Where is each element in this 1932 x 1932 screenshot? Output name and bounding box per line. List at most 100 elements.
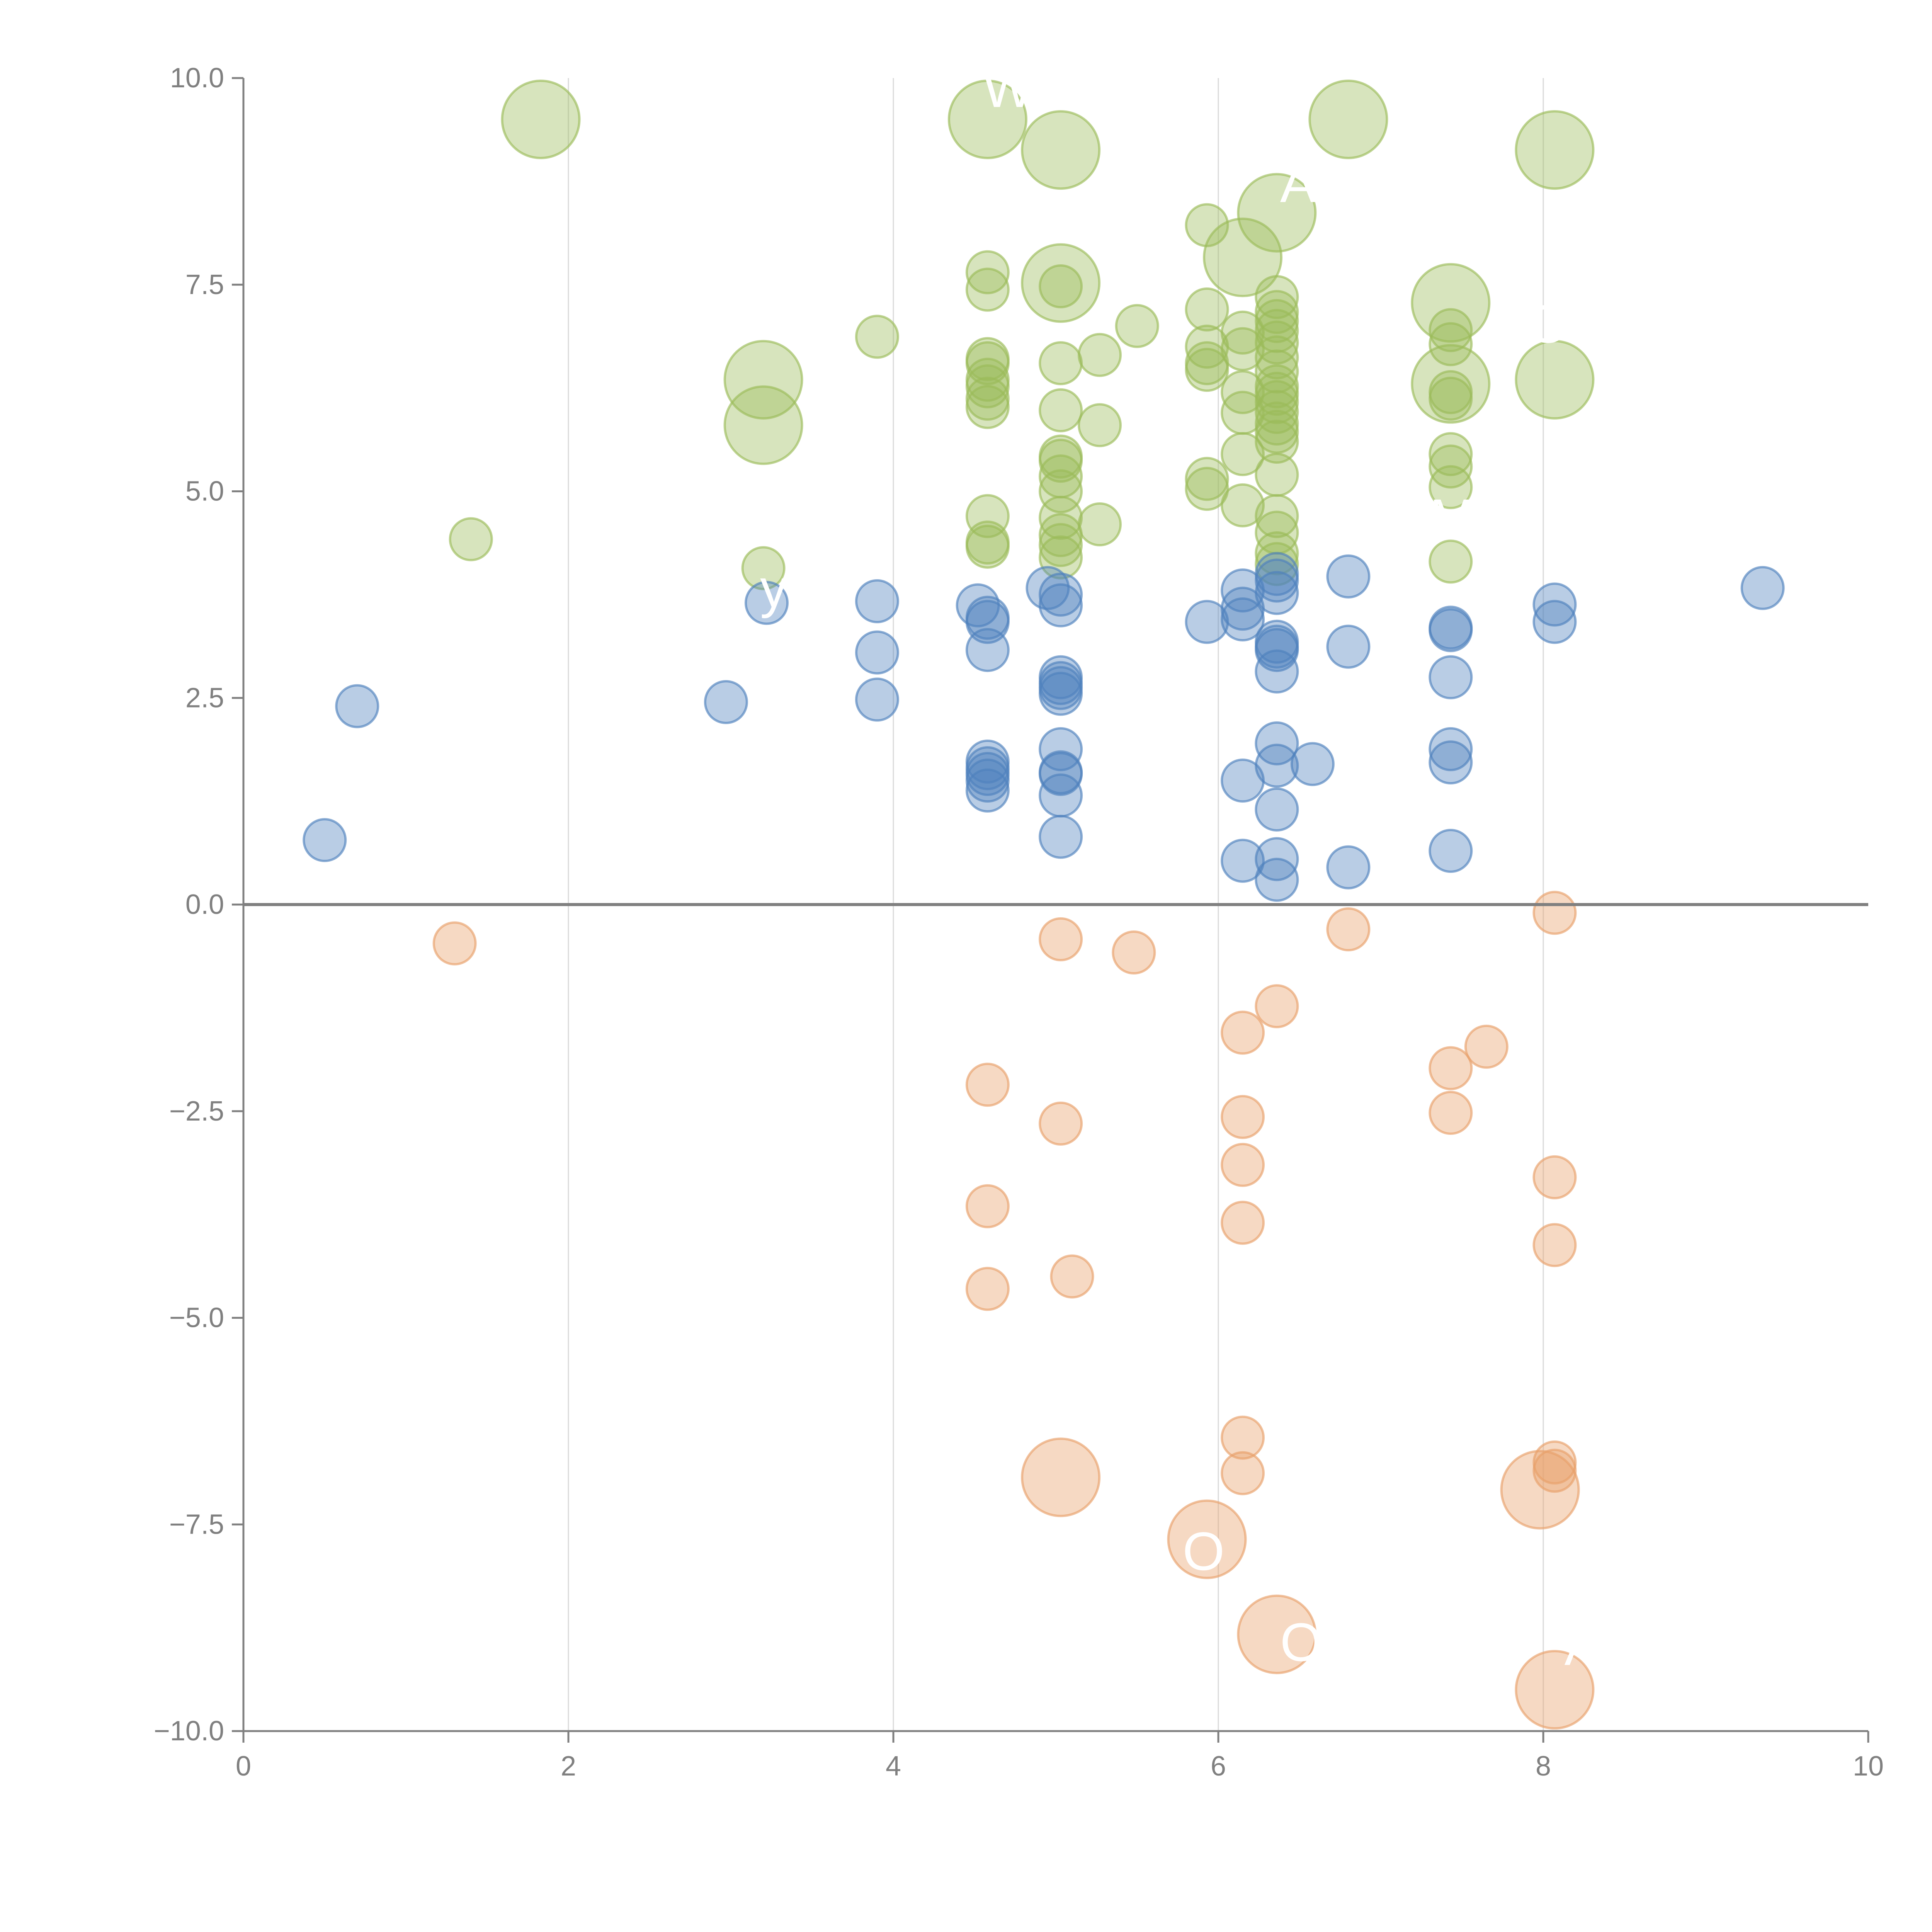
data-point-orange xyxy=(965,1063,1010,1107)
data-point-green xyxy=(1255,349,1299,394)
data-point-orange xyxy=(1532,891,1577,935)
point-annotation: y xyxy=(760,558,787,619)
data-point-blue xyxy=(1290,742,1335,786)
data-point-green-labeled xyxy=(723,340,803,420)
data-point-orange xyxy=(1112,930,1156,975)
data-point-blue xyxy=(1039,727,1083,771)
data-point-green xyxy=(1039,523,1083,567)
data-point-orange-labeled xyxy=(1515,1650,1595,1730)
data-point-blue xyxy=(855,630,899,675)
data-point-green xyxy=(1429,376,1473,421)
x-tick-label: 8 xyxy=(1536,1751,1551,1782)
point-annotation: O xyxy=(1527,293,1569,354)
data-point-blue xyxy=(745,581,789,625)
data-point-orange xyxy=(1221,1415,1265,1460)
x-tick-label: 2 xyxy=(561,1751,576,1782)
data-point-orange xyxy=(1532,1155,1577,1199)
data-point-orange xyxy=(432,921,477,966)
data-point-orange xyxy=(1221,1451,1265,1495)
data-point-green xyxy=(1255,290,1299,334)
data-point-blue xyxy=(1429,655,1473,699)
data-point-orange xyxy=(1255,984,1299,1029)
data-point-blue xyxy=(1039,672,1083,716)
data-point-blue xyxy=(1221,838,1265,883)
data-point-orange xyxy=(1532,1223,1577,1267)
x-tick-label: 6 xyxy=(1211,1751,1226,1782)
point-annotation: WH xyxy=(983,58,1073,119)
data-point-green xyxy=(1039,264,1083,309)
data-point-blue xyxy=(1039,572,1083,617)
data-point-green xyxy=(1078,502,1122,547)
data-point-blue xyxy=(1532,582,1577,627)
data-point-green xyxy=(1185,287,1229,332)
marker-layer xyxy=(303,79,1785,1730)
data-point-green-labeled xyxy=(947,79,1027,159)
data-point-green-labeled xyxy=(1237,173,1317,253)
y-tick-label: −10.0 xyxy=(154,1716,224,1747)
data-point-blue xyxy=(1326,845,1371,889)
data-point-blue xyxy=(965,768,1010,813)
data-point-green xyxy=(965,385,1010,429)
data-point-blue xyxy=(1429,740,1473,785)
data-point-green xyxy=(855,315,899,359)
data-point-green-labeled xyxy=(1515,110,1595,190)
data-point-green-labeled xyxy=(1308,79,1388,159)
y-tick-label: 7.5 xyxy=(185,269,224,300)
data-point-green xyxy=(1429,465,1473,509)
data-point-green-labeled xyxy=(1411,344,1491,424)
point-annotation: O xyxy=(1182,1521,1225,1582)
data-point-blue xyxy=(965,628,1010,672)
data-point-green xyxy=(1221,310,1265,355)
point-annotation: M xyxy=(1430,488,1475,548)
data-point-orange xyxy=(1221,1010,1265,1055)
data-point-green-labeled xyxy=(723,385,803,465)
y-tick-label: 10.0 xyxy=(170,63,224,94)
data-point-orange-labeled xyxy=(1167,1499,1247,1579)
data-point-blue xyxy=(1255,787,1299,832)
x-tick-label: 0 xyxy=(236,1751,251,1782)
x-tick-label: 4 xyxy=(886,1751,901,1782)
data-point-blue xyxy=(1039,583,1083,628)
data-point-blue xyxy=(1039,773,1083,818)
data-point-blue xyxy=(1221,597,1265,642)
data-point-green xyxy=(1078,403,1122,447)
data-point-green-labeled xyxy=(1021,110,1101,190)
data-point-blue xyxy=(1429,608,1473,652)
y-tick-label: −7.5 xyxy=(169,1509,224,1540)
data-point-green xyxy=(1429,539,1473,584)
data-point-blue xyxy=(1326,624,1371,669)
data-point-green xyxy=(741,546,786,590)
data-point-green xyxy=(965,250,1010,294)
data-point-orange xyxy=(1429,1091,1473,1135)
data-point-green xyxy=(965,341,1010,385)
y-tick-label: 0.0 xyxy=(185,889,224,920)
point-annotation: A xyxy=(1565,1616,1601,1677)
data-point-orange xyxy=(1039,1101,1083,1146)
data-point-green xyxy=(1255,452,1299,497)
data-point-blue xyxy=(1255,571,1299,615)
data-point-orange xyxy=(1464,1024,1509,1069)
axis-layer: 10.0 7.5 5.0 2.5 0.0 −2.5 −5.0 −7.5 −10.0 0 2 4 6 8 10 xyxy=(154,63,1884,1782)
data-point-blue xyxy=(1255,558,1299,603)
data-point-orange xyxy=(1039,917,1083,961)
point-annotation: A xyxy=(1280,153,1316,214)
data-point-green xyxy=(1429,432,1473,476)
data-point-green xyxy=(1185,467,1229,511)
data-point-green xyxy=(1221,327,1265,371)
data-point-orange xyxy=(1050,1254,1094,1299)
data-point-blue xyxy=(335,684,379,728)
data-point-blue xyxy=(855,677,899,722)
data-point-green xyxy=(965,524,1010,569)
y-tick-label: 2.5 xyxy=(185,682,224,713)
data-point-green xyxy=(1185,348,1229,392)
data-point-green-labeled xyxy=(1203,218,1283,298)
data-point-green xyxy=(965,494,1010,538)
data-point-green-labeled xyxy=(1411,263,1491,343)
data-point-blue xyxy=(965,759,1010,803)
data-point-blue xyxy=(1255,649,1299,694)
data-point-blue xyxy=(303,818,347,862)
data-point-green xyxy=(1039,469,1083,514)
